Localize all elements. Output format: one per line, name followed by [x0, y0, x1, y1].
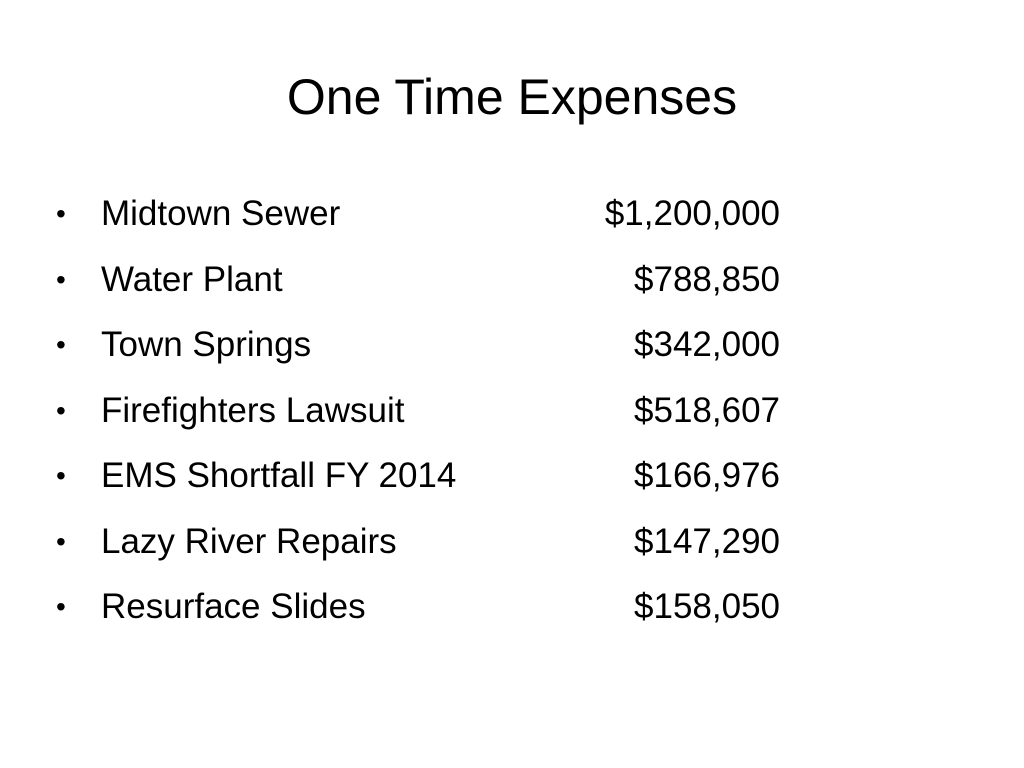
- expense-amount: $158,050: [634, 587, 780, 626]
- bullet-icon: •: [56, 263, 66, 295]
- expense-amount: $788,850: [634, 259, 780, 299]
- bullet-icon: •: [56, 329, 66, 360]
- slide-title: One Time Expenses: [286, 69, 738, 125]
- expense-label: Firefighters Lawsuit: [101, 390, 405, 430]
- bullet-icon: •: [56, 460, 66, 491]
- expense-item: • Firefighters Lawsuit $518,607: [56, 383, 816, 449]
- expense-item: • Lazy River Repairs $147,290: [56, 514, 816, 580]
- expense-list: • Midtown Sewer $1,200,000 • Water Plant…: [56, 186, 816, 645]
- expense-label: Town Springs: [101, 325, 312, 364]
- bullet-icon: •: [56, 591, 66, 622]
- expense-label: EMS Shortfall FY 2014: [101, 456, 457, 495]
- expense-label: Resurface Slides: [101, 587, 366, 626]
- expense-item: • Midtown Sewer $1,200,000: [56, 186, 816, 252]
- expense-item: • Resurface Slides $158,050: [56, 579, 816, 645]
- expense-amount: $342,000: [634, 325, 780, 364]
- expense-amount: $166,976: [634, 456, 780, 495]
- expense-item: • Water Plant $788,850: [56, 252, 816, 318]
- expense-amount: $1,200,000: [604, 194, 780, 233]
- bullet-icon: •: [56, 198, 66, 229]
- expense-item: • Town Springs $342,000: [56, 317, 816, 383]
- bullet-icon: •: [56, 525, 66, 557]
- bullet-icon: •: [56, 394, 66, 426]
- expense-item: • EMS Shortfall FY 2014 $166,976: [56, 448, 816, 514]
- expense-amount: $147,290: [634, 521, 780, 561]
- expense-label: Lazy River Repairs: [101, 521, 397, 561]
- expense-amount: $518,607: [634, 390, 780, 430]
- expense-label: Water Plant: [101, 259, 283, 299]
- expense-label: Midtown Sewer: [101, 194, 341, 233]
